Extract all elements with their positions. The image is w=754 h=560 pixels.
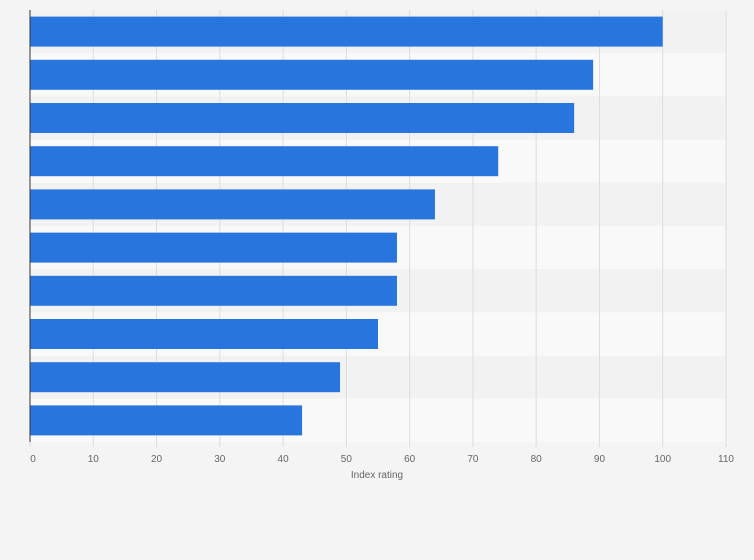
x-tick-label: 20: [151, 454, 163, 465]
bars: [30, 16, 663, 436]
bar: [30, 59, 594, 90]
x-tick-label: 30: [214, 454, 226, 465]
x-axis-title: Index rating: [351, 470, 403, 481]
x-axis-ticks: 0 10 20 30 40 50 60 70 80 90 100 110: [29, 442, 734, 465]
bar: [30, 103, 575, 133]
x-tick-label: 90: [594, 454, 606, 465]
x-tick-label: 40: [278, 454, 290, 465]
x-tick-label: 110: [718, 454, 734, 465]
bar: [30, 319, 378, 349]
x-tick-label: 10: [88, 454, 100, 465]
bar: [30, 189, 435, 220]
x-tick-label: 60: [404, 454, 416, 465]
x-tick-label: 80: [531, 454, 543, 465]
x-tick-label: 100: [654, 454, 671, 465]
bar: [30, 232, 397, 263]
bar: [30, 16, 663, 47]
x-tick-label: 0: [30, 454, 36, 465]
x-tick-label: 50: [341, 454, 353, 465]
bar: [30, 275, 397, 306]
bar: [30, 362, 341, 393]
bar: [30, 405, 303, 436]
bar: [30, 146, 499, 177]
x-tick-label: 70: [467, 454, 479, 465]
